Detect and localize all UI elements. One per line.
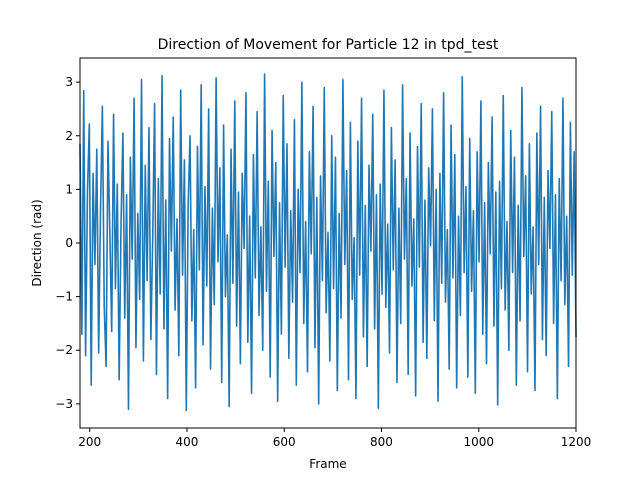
y-tick-label: −1	[55, 290, 73, 304]
y-tick-label: 2	[65, 129, 73, 143]
y-tick-label: 1	[65, 182, 73, 196]
y-tick-label: 3	[65, 75, 73, 89]
y-tick-label: 0	[65, 236, 73, 250]
series-line-1	[79, 73, 577, 412]
x-axis-title: Frame	[309, 457, 346, 471]
x-tick-label: 800	[370, 435, 393, 449]
x-axis: 200 400 600 800 1000 1200	[78, 428, 591, 449]
y-axis-title: Direction (rad)	[30, 199, 44, 286]
x-tick-label: 200	[78, 435, 101, 449]
x-tick-label: 600	[273, 435, 296, 449]
y-axis: −3 −2 −1 0 1 2 3	[55, 75, 80, 411]
y-tick-label: −3	[55, 397, 73, 411]
x-tick-label: 1000	[463, 435, 494, 449]
x-tick-label: 1200	[561, 435, 592, 449]
y-tick-label: −2	[55, 343, 73, 357]
chart-title: Direction of Movement for Particle 12 in…	[158, 37, 499, 53]
series-layer	[79, 73, 577, 412]
x-tick-label: 400	[176, 435, 199, 449]
